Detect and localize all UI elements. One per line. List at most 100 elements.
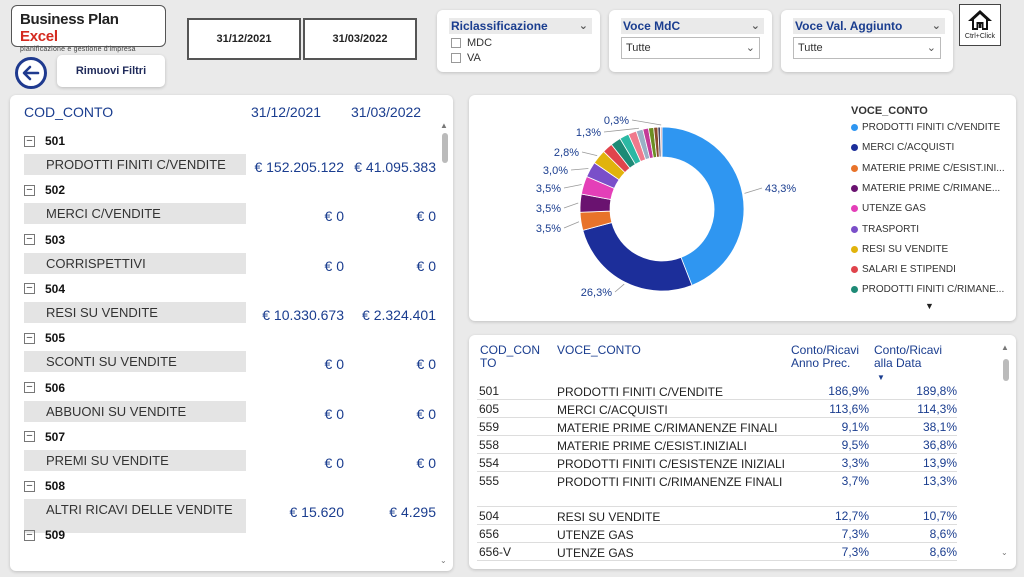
- collapse-icon[interactable]: −: [24, 332, 35, 344]
- matrix-value-date-1: € 0: [324, 208, 344, 225]
- home-button-hint: Ctrl+Click: [964, 33, 996, 40]
- matrix-group-code: 504: [45, 281, 66, 296]
- collapse-icon[interactable]: −: [24, 382, 35, 393]
- matrix-scrollbar[interactable]: ▲ ⌄: [440, 121, 449, 565]
- matrix-group-row[interactable]: −501: [24, 132, 65, 150]
- reset-filters-button[interactable]: Rimuovi Filtri: [57, 55, 165, 87]
- slicer-voce-va-header[interactable]: Voce Val. Aggiunto ⌄: [793, 18, 945, 34]
- donut-leader-line: [744, 187, 763, 194]
- matrix-group-row[interactable]: −503: [24, 231, 65, 249]
- collapse-icon[interactable]: −: [24, 529, 35, 541]
- donut-leader-line: [570, 168, 589, 171]
- table-cell-voce: MATERIE PRIME C/ESIST.INIZIALI: [557, 439, 747, 453]
- collapse-icon[interactable]: −: [24, 135, 35, 147]
- legend-item[interactable]: RESI SU VENDITE: [851, 244, 948, 255]
- matrix-group-row[interactable]: −502: [24, 181, 65, 199]
- legend-item[interactable]: MERCI C/ACQUISTI: [851, 142, 954, 153]
- table-cell-data: 8,6%: [929, 527, 957, 541]
- legend-dot-icon: [851, 124, 858, 131]
- matrix-visual: COD_CONTO 31/12/2021 31/03/2022 −501 PROD…: [10, 95, 453, 571]
- legend-item[interactable]: SALARI E STIPENDI: [851, 264, 956, 275]
- scrollbar-thumb[interactable]: [442, 133, 448, 163]
- donut-leader-line: [581, 151, 598, 157]
- matrix-group-code: 508: [45, 479, 66, 494]
- table-cell-data: 189,8%: [916, 384, 957, 398]
- sort-desc-icon: ▼: [877, 373, 885, 382]
- donut-data-label: 2,8%: [554, 147, 579, 159]
- matrix-group-row[interactable]: −507: [24, 428, 65, 446]
- scroll-down-icon[interactable]: ⌄: [440, 556, 447, 565]
- table-row[interactable]: 656 UTENZE GAS 7,3% 8,6%: [477, 525, 957, 543]
- donut-slice[interactable]: [660, 126, 663, 158]
- collapse-icon[interactable]: −: [24, 184, 35, 196]
- legend-item[interactable]: PRODOTTI FINITI C/RIMANE...: [851, 284, 1004, 295]
- slicer-riclassificazione-header[interactable]: Riclassificazione ⌄: [449, 18, 592, 34]
- donut-data-label: 43,3%: [765, 183, 796, 195]
- legend-dot-icon: [851, 286, 858, 294]
- table-cell-data: 8,6%: [929, 545, 957, 559]
- table-cell-data: 36,8%: [922, 438, 957, 452]
- matrix-group-row[interactable]: −504: [24, 280, 65, 298]
- voce-va-dropdown[interactable]: Tutte ⌄: [793, 37, 941, 59]
- matrix-header-date-2[interactable]: 31/03/2022: [351, 104, 422, 120]
- table-scrollbar[interactable]: ▲ ⌄: [1001, 343, 1010, 557]
- matrix-group-row[interactable]: −506: [24, 379, 65, 397]
- collapse-icon[interactable]: −: [24, 234, 35, 246]
- matrix-group-row[interactable]: −508: [24, 477, 65, 495]
- matrix-header-code[interactable]: COD_CONTO: [24, 104, 114, 120]
- voce-mdc-dropdown[interactable]: Tutte ⌄: [621, 37, 760, 59]
- matrix-group-row[interactable]: −509: [24, 526, 65, 544]
- date-button-2[interactable]: 31/03/2022: [303, 18, 417, 60]
- table-row[interactable]: 555 PRODOTTI FINITI C/RIMANENZE FINALI 3,7…: [477, 472, 957, 507]
- date-button-1[interactable]: 31/12/2021: [187, 18, 301, 60]
- legend-label: MATERIE PRIME C/RIMANE...: [862, 182, 1001, 194]
- table-header-prec[interactable]: Conto/Ricavi Anno Prec.: [791, 343, 860, 370]
- table-cell-prec: 113,6%: [829, 402, 869, 416]
- chevron-down-icon: ⌄: [745, 42, 755, 54]
- table-row[interactable]: 656-V UTENZE GAS 7,3% 8,6%: [477, 543, 957, 561]
- table-header-code[interactable]: COD_CON TO: [480, 343, 541, 370]
- collapse-icon[interactable]: −: [24, 283, 35, 295]
- scrollbar-thumb[interactable]: [1003, 359, 1009, 381]
- donut-slice[interactable]: [582, 222, 693, 292]
- legend-item[interactable]: UTENZE GAS: [851, 203, 926, 214]
- matrix-group-code: 509: [45, 528, 66, 543]
- table-row[interactable]: 605 MERCI C/ACQUISTI 113,6% 114,3%: [477, 400, 957, 418]
- option-mdc[interactable]: MDC: [451, 37, 492, 49]
- donut-leader-line: [614, 283, 625, 293]
- matrix-value-date-2: € 0: [416, 257, 436, 274]
- legend-item[interactable]: PRODOTTI FINITI C/VENDITE: [851, 122, 1000, 133]
- scroll-down-icon[interactable]: ⌄: [1001, 548, 1008, 557]
- donut-slice[interactable]: [661, 126, 745, 286]
- legend-item[interactable]: MATERIE PRIME C/RIMANE...: [851, 183, 1000, 194]
- legend-item[interactable]: TRASPORTI: [851, 224, 919, 235]
- scroll-up-icon[interactable]: ▲: [440, 121, 448, 130]
- table-row[interactable]: 559 MATERIE PRIME C/RIMANENZE FINALI 9,1% 3…: [477, 418, 957, 436]
- matrix-sub-label: PREMI SU VENDITE: [24, 449, 246, 471]
- legend-more-icon[interactable]: ▼: [925, 301, 934, 311]
- checkbox[interactable]: [451, 38, 461, 48]
- home-button[interactable]: Ctrl+Click: [959, 4, 1001, 46]
- collapse-icon[interactable]: −: [24, 431, 35, 443]
- brand-tagline: pianificazione e gestione d'impresa: [20, 46, 136, 53]
- table-row[interactable]: 554 PRODOTTI FINITI C/ESISTENZE INIZIALI 3…: [477, 454, 957, 472]
- scroll-up-icon[interactable]: ▲: [1001, 343, 1009, 352]
- donut-data-label: 3,5%: [536, 183, 561, 195]
- table-header-voce[interactable]: VOCE_CONTO: [557, 343, 641, 357]
- table-row[interactable]: 501 PRODOTTI FINITI C/VENDITE 186,9% 189,8%: [477, 382, 957, 400]
- table-row[interactable]: 504 RESI SU VENDITE 12,7% 10,7%: [477, 507, 957, 525]
- option-va[interactable]: VA: [451, 52, 481, 64]
- collapse-icon[interactable]: −: [24, 480, 35, 492]
- matrix-header-date-1[interactable]: 31/12/2021: [251, 104, 322, 120]
- slicer-voce-mdc-header[interactable]: Voce MdC ⌄: [621, 18, 764, 34]
- table-cell-voce: UTENZE GAS: [557, 528, 634, 542]
- legend-label: MATERIE PRIME C/ESIST.INI...: [862, 162, 1005, 174]
- table-row[interactable]: 558 MATERIE PRIME C/ESIST.INIZIALI 9,5% 36,…: [477, 436, 957, 454]
- matrix-group-row[interactable]: −505: [24, 329, 65, 347]
- back-button[interactable]: [15, 57, 47, 89]
- checkbox[interactable]: [451, 53, 461, 63]
- table-header-data[interactable]: Conto/Ricavi alla Data: [874, 343, 943, 370]
- table-cell-voce: UTENZE GAS: [557, 546, 634, 560]
- legend-item[interactable]: MATERIE PRIME C/ESIST.INI...: [851, 163, 1005, 174]
- legend-title: VOCE_CONTO: [851, 105, 928, 117]
